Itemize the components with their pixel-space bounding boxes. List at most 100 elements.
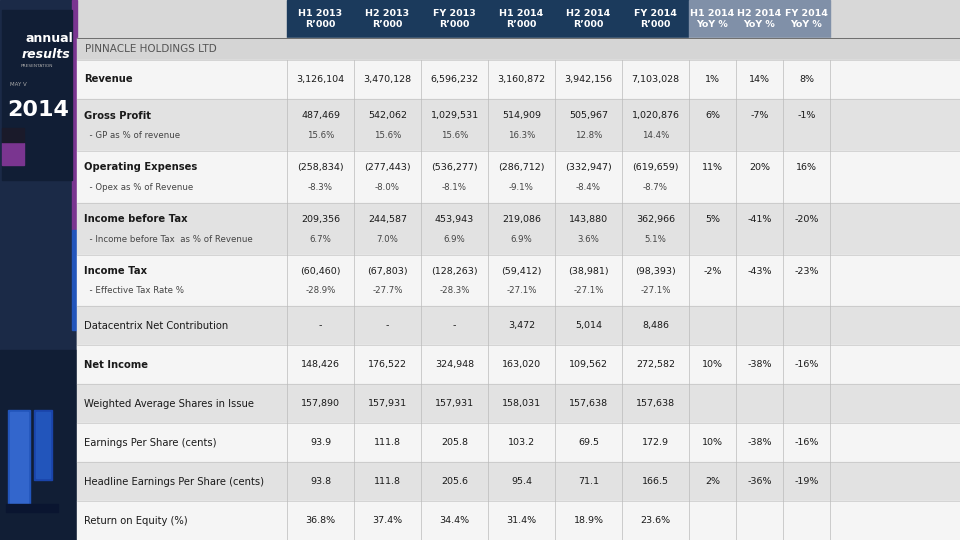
Text: 1,029,531: 1,029,531 (430, 111, 479, 120)
Bar (77, 254, 960, 307)
Text: 158,031: 158,031 (502, 399, 541, 408)
Text: 11%: 11% (702, 163, 723, 172)
Text: (128,263): (128,263) (431, 267, 478, 276)
Text: 3.6%: 3.6% (578, 234, 599, 244)
Bar (8, 410, 30, 510)
Bar (77, 384, 960, 423)
Text: 272,582: 272,582 (636, 360, 675, 369)
Text: 10%: 10% (702, 438, 723, 447)
Text: 15.6%: 15.6% (441, 131, 468, 140)
Bar (77, 423, 960, 462)
Text: -16%: -16% (794, 438, 819, 447)
Bar (77, 151, 960, 202)
Text: - Opex as % of Revenue: - Opex as % of Revenue (84, 183, 193, 192)
Text: -27.1%: -27.1% (506, 286, 537, 295)
Text: 205.6: 205.6 (441, 477, 468, 486)
Text: 7,103,028: 7,103,028 (632, 75, 680, 84)
Text: 6.9%: 6.9% (444, 234, 466, 244)
Text: 3,942,156: 3,942,156 (564, 75, 612, 84)
Text: -28.3%: -28.3% (440, 286, 469, 295)
Bar (77, 60, 960, 99)
Text: FY 2014
R’000: FY 2014 R’000 (634, 9, 677, 29)
Bar (2, 10, 72, 180)
Text: H1 2014
YoY %: H1 2014 YoY % (690, 9, 734, 29)
Bar (10, 412, 28, 508)
Text: -27.1%: -27.1% (573, 286, 604, 295)
Text: -9.1%: -9.1% (509, 183, 534, 192)
Text: (258,834): (258,834) (298, 163, 344, 172)
Text: 95.4: 95.4 (511, 477, 532, 486)
Text: 8%: 8% (799, 75, 814, 84)
Bar (622, 0, 689, 38)
Text: 362,966: 362,966 (636, 215, 675, 224)
Bar (77, 99, 960, 151)
Text: Headline Earnings Per Share (cents): Headline Earnings Per Share (cents) (84, 477, 264, 487)
Text: 209,356: 209,356 (300, 215, 340, 224)
Text: 3,160,872: 3,160,872 (497, 75, 545, 84)
Text: 166.5: 166.5 (642, 477, 669, 486)
Bar (72, 230, 77, 330)
Text: 36.8%: 36.8% (305, 516, 336, 525)
Text: 6.7%: 6.7% (309, 234, 331, 244)
Text: PINNACLE HOLDINGS LTD: PINNACLE HOLDINGS LTD (85, 44, 217, 54)
Text: -27.7%: -27.7% (372, 286, 403, 295)
Text: 163,020: 163,020 (502, 360, 541, 369)
Text: 3,126,104: 3,126,104 (297, 75, 345, 84)
Text: Net Income: Net Income (84, 360, 148, 370)
Text: (277,443): (277,443) (364, 163, 411, 172)
Bar (421, 0, 488, 38)
Bar (287, 0, 354, 38)
Text: -19%: -19% (794, 477, 819, 486)
Bar (77, 501, 960, 540)
Text: -7%: -7% (751, 111, 769, 120)
Text: MAY V: MAY V (10, 82, 27, 87)
Text: 14.4%: 14.4% (642, 131, 669, 140)
Bar (488, 0, 555, 38)
Bar (0, 0, 77, 540)
Bar (77, 202, 960, 254)
Text: -38%: -38% (747, 360, 772, 369)
Text: -16%: -16% (794, 360, 819, 369)
Text: 1,020,876: 1,020,876 (632, 111, 680, 120)
Text: 34.4%: 34.4% (440, 516, 469, 525)
Text: 10%: 10% (702, 360, 723, 369)
Bar (689, 0, 736, 38)
Text: - Effective Tax Rate %: - Effective Tax Rate % (84, 286, 184, 295)
Bar (77, 307, 960, 346)
Text: (38,981): (38,981) (568, 267, 609, 276)
Text: 487,469: 487,469 (301, 111, 340, 120)
Text: Earnings Per Share (cents): Earnings Per Share (cents) (84, 438, 217, 448)
Text: 219,086: 219,086 (502, 215, 541, 224)
Text: H2 2014
R’000: H2 2014 R’000 (566, 9, 611, 29)
Text: -: - (453, 321, 456, 330)
Text: (59,412): (59,412) (501, 267, 541, 276)
Text: H2 2013
R’000: H2 2013 R’000 (366, 9, 410, 29)
Text: - GP as % of revenue: - GP as % of revenue (84, 131, 180, 140)
Text: 7.0%: 7.0% (376, 234, 398, 244)
Text: Income Tax: Income Tax (84, 266, 147, 276)
Text: 143,880: 143,880 (569, 215, 608, 224)
Bar (736, 0, 783, 38)
Bar (0, 350, 77, 540)
Text: (98,393): (98,393) (636, 267, 676, 276)
Text: 157,931: 157,931 (368, 399, 407, 408)
Text: 6.9%: 6.9% (511, 234, 533, 244)
Text: 16.3%: 16.3% (508, 131, 535, 140)
Text: Income before Tax: Income before Tax (84, 214, 187, 224)
Text: -43%: -43% (747, 267, 772, 276)
Text: 157,638: 157,638 (569, 399, 608, 408)
Text: Weighted Average Shares in Issue: Weighted Average Shares in Issue (84, 399, 254, 409)
Text: 14%: 14% (749, 75, 770, 84)
Text: 3,470,128: 3,470,128 (364, 75, 412, 84)
Text: 176,522: 176,522 (368, 360, 407, 369)
Text: 3,472: 3,472 (508, 321, 535, 330)
Text: 6%: 6% (705, 111, 720, 120)
Text: (286,712): (286,712) (498, 163, 544, 172)
Text: -: - (386, 321, 389, 330)
Text: 37.4%: 37.4% (372, 516, 402, 525)
Text: 148,426: 148,426 (301, 360, 340, 369)
Text: 31.4%: 31.4% (507, 516, 537, 525)
Text: H1 2014
R’000: H1 2014 R’000 (499, 9, 543, 29)
Text: -27.1%: -27.1% (640, 286, 671, 295)
Text: -2%: -2% (704, 267, 722, 276)
